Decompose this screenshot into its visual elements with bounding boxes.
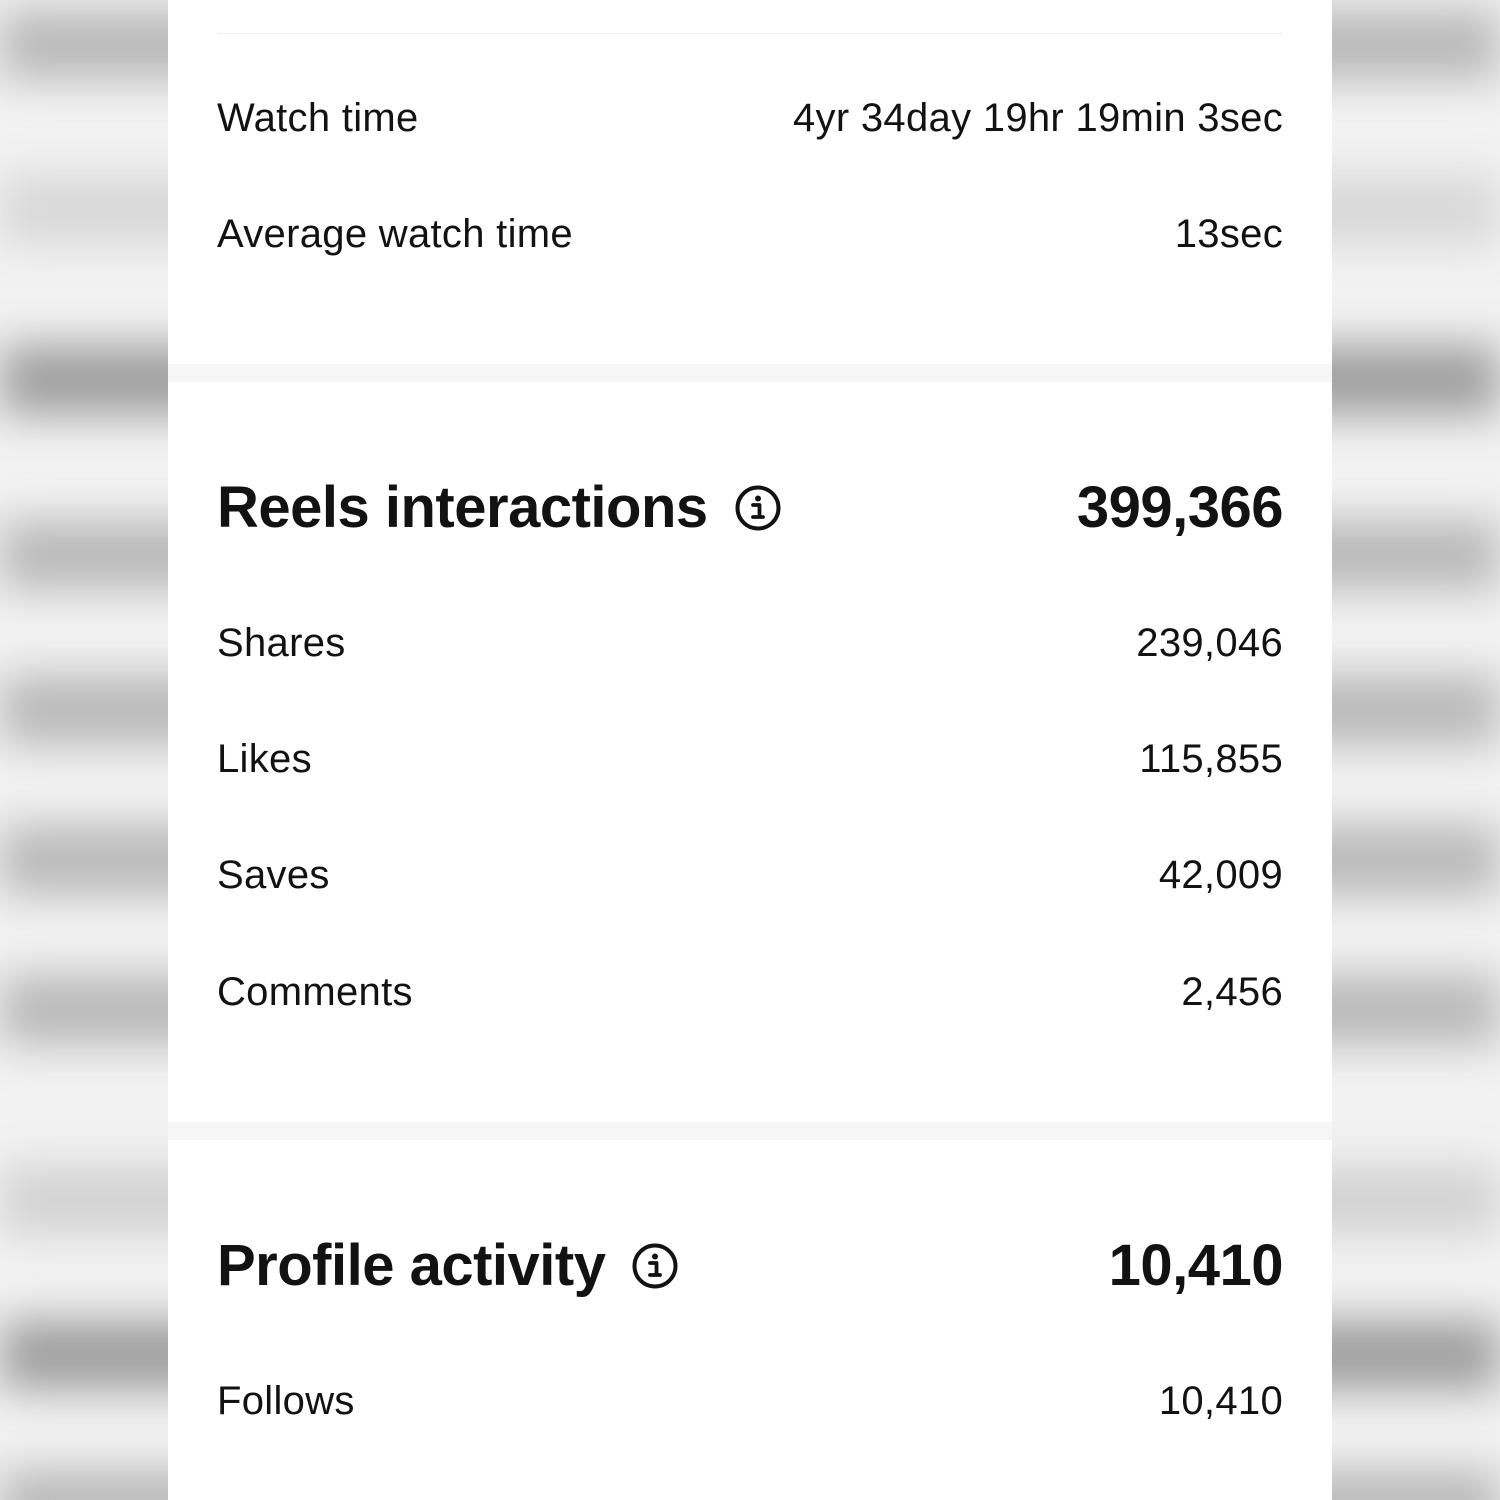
section-separator	[168, 1122, 1332, 1140]
shares-value: 239,046	[1136, 621, 1283, 665]
section-separator	[168, 364, 1332, 382]
list-item: Follows 10,410	[217, 1376, 1283, 1426]
follows-label: Follows	[217, 1379, 355, 1423]
shares-label: Shares	[217, 621, 346, 665]
comments-value: 2,456	[1181, 970, 1283, 1014]
list-item: Saves 42,009	[217, 850, 1283, 900]
list-item: Comments 2,456	[217, 967, 1283, 1017]
saves-value: 42,009	[1158, 853, 1283, 897]
average-watch-time-value: 13sec	[1174, 212, 1283, 256]
likes-label: Likes	[217, 737, 312, 781]
profile-activity-header: Profile activity 10,410	[217, 1231, 1284, 1301]
divider	[217, 33, 1283, 34]
average-watch-time-row: Average watch time 13sec	[217, 209, 1283, 259]
list-item: Likes 115,855	[217, 734, 1283, 784]
watch-time-value: 4yr 34day 19hr 19min 3sec	[793, 96, 1283, 140]
info-circle-icon[interactable]	[631, 1242, 679, 1290]
comments-label: Comments	[217, 970, 413, 1014]
reels-interactions-header: Reels interactions 399,366	[217, 473, 1284, 543]
follows-value: 10,410	[1158, 1379, 1283, 1423]
likes-value: 115,855	[1139, 737, 1283, 781]
watch-time-label: Watch time	[217, 96, 419, 140]
info-circle-icon[interactable]	[734, 484, 782, 532]
reels-interactions-title: Reels interactions	[217, 475, 708, 540]
reels-interactions-total: 399,366	[1076, 475, 1284, 540]
watch-time-row: Watch time 4yr 34day 19hr 19min 3sec	[217, 93, 1283, 143]
list-item: Shares 239,046	[217, 618, 1283, 668]
insights-panel: Watch time 4yr 34day 19hr 19min 3sec Ave…	[168, 0, 1332, 1500]
saves-label: Saves	[217, 853, 330, 897]
profile-activity-title: Profile activity	[217, 1233, 606, 1298]
profile-activity-total: 10,410	[1108, 1233, 1284, 1298]
average-watch-time-label: Average watch time	[217, 212, 573, 256]
